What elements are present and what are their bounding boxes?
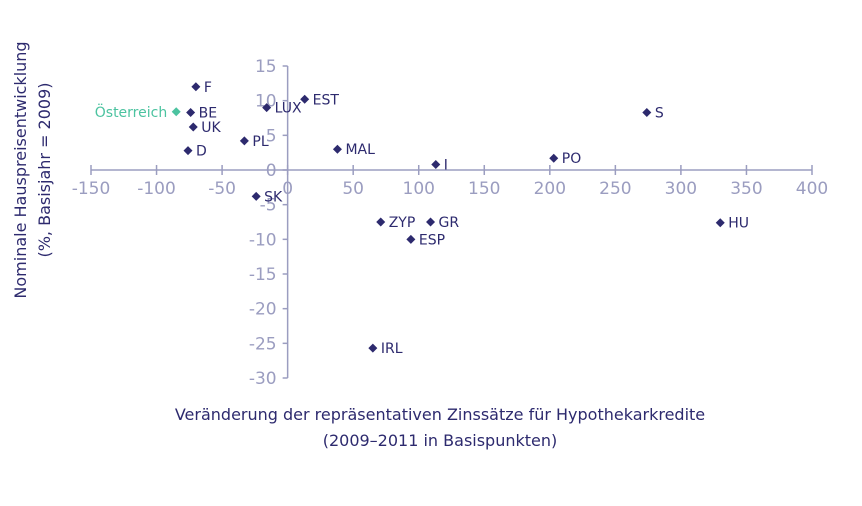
x-tick-label: 400	[796, 179, 828, 199]
point-marker	[186, 107, 196, 117]
y-tick-label: -30	[249, 369, 277, 389]
y-tick-label: -15	[249, 265, 277, 285]
y-tick-label: -20	[249, 300, 277, 320]
point-marker	[251, 191, 261, 201]
point-label: SK	[264, 189, 283, 205]
point-marker	[188, 122, 198, 132]
point-label: HU	[728, 216, 749, 232]
y-tick-label: 10	[255, 92, 277, 112]
point-marker	[549, 153, 559, 163]
point-marker	[300, 94, 310, 104]
x-axis-title-line2: (2009–2011 in Basispunkten)	[323, 431, 558, 450]
point-marker	[431, 159, 441, 169]
point-label: Österreich	[95, 103, 167, 121]
point-marker	[332, 144, 342, 154]
point-marker	[171, 107, 181, 117]
y-tick-label: -10	[249, 230, 277, 250]
x-tick-label: -50	[208, 179, 236, 199]
x-tick-label: 300	[665, 179, 697, 199]
x-tick-label: 250	[599, 179, 631, 199]
point-label: ESP	[419, 232, 445, 248]
y-axis-title-line2: (%, Basisjahr = 2009)	[35, 82, 54, 257]
point-marker	[368, 343, 378, 353]
y-tick-label: -25	[249, 334, 277, 354]
point-marker	[715, 218, 725, 228]
y-axis-title-line1: Nominale Hauspreisentwicklung	[11, 41, 30, 298]
point-label: F	[204, 80, 212, 96]
x-axis-title-line1: Veränderung der repräsentativen Zinssätz…	[175, 405, 705, 424]
point-label: MAL	[345, 142, 375, 158]
point-label: IRL	[381, 341, 403, 357]
point-label: PO	[562, 151, 581, 167]
y-tick-label: 0	[266, 161, 277, 181]
x-tick-label: -100	[137, 179, 176, 199]
point-label: D	[196, 144, 207, 160]
x-tick-label: 350	[730, 179, 762, 199]
x-tick-label: 50	[342, 179, 364, 199]
point-marker	[376, 217, 386, 227]
y-tick-label: 15	[255, 57, 277, 77]
point-label: ZYP	[389, 215, 416, 231]
point-label: UK	[201, 120, 221, 136]
point-label: EST	[313, 92, 340, 108]
axes	[90, 65, 813, 379]
x-tick-label: 200	[534, 179, 566, 199]
point-marker	[426, 217, 436, 227]
point-marker	[239, 136, 249, 146]
tick-labels: -150 -100 -50 0 50 100 150 200 250 300 350 40015105…	[72, 57, 829, 389]
y-tick-label: 5	[266, 126, 277, 146]
point-label: GR	[439, 215, 460, 231]
x-tick-label: 150	[468, 179, 500, 199]
point-marker	[262, 103, 272, 113]
point-label: S	[655, 105, 664, 121]
point-marker	[642, 107, 652, 117]
point-label: LUX	[275, 101, 302, 117]
point-marker	[183, 146, 193, 156]
point-label: I	[444, 157, 448, 173]
y-tick-label: -5	[260, 196, 277, 216]
point-label: BE	[199, 105, 217, 121]
point-marker	[191, 82, 201, 92]
x-tick-label: -150	[72, 179, 111, 199]
point-label: PL	[252, 134, 268, 150]
point-marker	[406, 234, 416, 244]
x-tick-label: 100	[403, 179, 435, 199]
x-tick-label: 0	[282, 179, 293, 199]
